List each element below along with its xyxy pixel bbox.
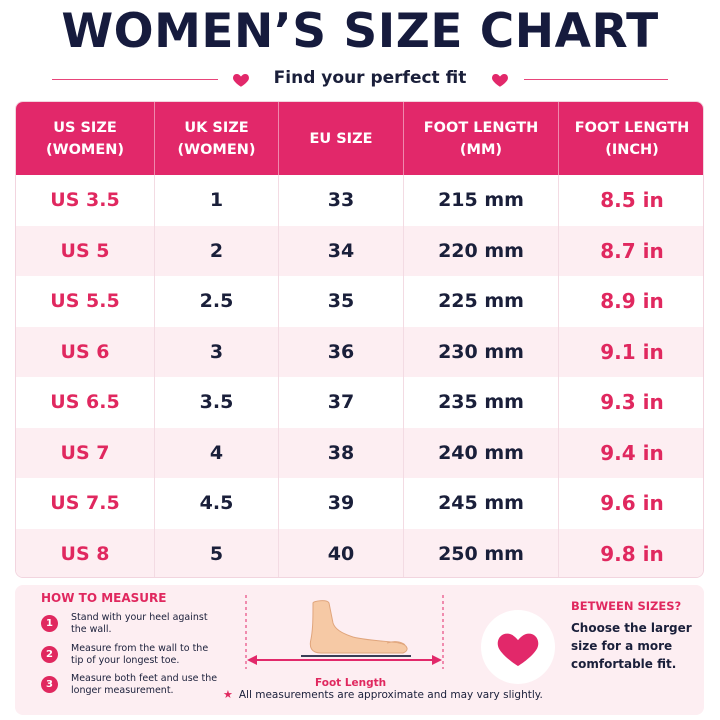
table-row: US 6 3 36 230 mm 9.1 in bbox=[16, 326, 703, 377]
foot-length-label: Foot Length bbox=[315, 677, 387, 689]
table-row: US 5 2 34 220 mm 8.7 in bbox=[16, 225, 703, 276]
uk-size-cell: 3.5 bbox=[155, 377, 279, 428]
step-text: Stand with your heel against the wall. bbox=[71, 612, 208, 635]
measure-step: 3 Measure both feet and use the longer m… bbox=[41, 673, 221, 699]
table-header: US SIZE (WOMEN) UK SIZE (WOMEN) EU SIZE … bbox=[16, 102, 703, 175]
column-header: UK SIZE (WOMEN) bbox=[155, 102, 279, 175]
eu-size-cell: 37 bbox=[279, 377, 404, 428]
us-size-cell: US 5 bbox=[16, 225, 155, 276]
foot-length-mm-cell: 220 mm bbox=[404, 225, 559, 276]
measure-step: 1 Stand with your heel against the wall. bbox=[41, 612, 221, 638]
us-size-cell: US 6 bbox=[16, 326, 155, 377]
disclaimer-text: All measurements are approximate and may… bbox=[238, 689, 543, 701]
table-row: US 8 5 40 250 mm 9.8 in bbox=[16, 528, 703, 577]
uk-size-cell: 2.5 bbox=[155, 276, 279, 327]
uk-size-cell: 2 bbox=[155, 225, 279, 276]
heart-icon bbox=[233, 74, 249, 87]
column-header: FOOT LENGTH (INCH) bbox=[574, 119, 690, 158]
step-text: Measure from the wall to the tip of your… bbox=[71, 643, 209, 666]
eu-size-cell: 38 bbox=[279, 427, 404, 478]
foot-length-mm-cell: 235 mm bbox=[404, 377, 559, 428]
eu-size-cell: 34 bbox=[279, 225, 404, 276]
disclaimer-note: ★ All measurements are approximate and ma… bbox=[223, 688, 543, 701]
heart-icon bbox=[492, 74, 508, 87]
step-number-badge: 3 bbox=[41, 676, 58, 693]
table-row: US 7.5 4.5 39 245 mm 9.6 in bbox=[16, 478, 703, 529]
foot-length-mm-cell: 240 mm bbox=[404, 427, 559, 478]
table-row: US 5.5 2.5 35 225 mm 8.9 in bbox=[16, 276, 703, 327]
foot-length-inch-cell: 9.1 in bbox=[600, 339, 664, 364]
how-to-measure-title: HOW TO MEASURE bbox=[41, 591, 167, 605]
table-row: US 6.5 3.5 37 235 mm 9.3 in bbox=[16, 377, 703, 428]
us-size-cell: US 7 bbox=[16, 427, 155, 478]
us-size-cell: US 7.5 bbox=[16, 478, 155, 529]
eu-size-cell: 35 bbox=[279, 276, 404, 327]
uk-size-cell: 4 bbox=[155, 427, 279, 478]
star-icon: ★ bbox=[223, 688, 233, 701]
uk-size-cell: 5 bbox=[155, 528, 279, 577]
divider-left bbox=[52, 79, 218, 80]
column-header: US SIZE (WOMEN) bbox=[16, 102, 155, 175]
uk-size-cell: 3 bbox=[155, 326, 279, 377]
foot-length-inch-cell: 9.4 in bbox=[600, 440, 664, 465]
subtitle-row: Find your perfect fit bbox=[0, 66, 720, 94]
foot-length-mm-cell: 245 mm bbox=[404, 478, 559, 529]
foot-length-inch-cell: 9.3 in bbox=[600, 390, 664, 415]
table-row: US 3.5 1 33 215 mm 8.5 in bbox=[16, 175, 703, 226]
step-number-badge: 2 bbox=[41, 646, 58, 663]
measure-guide-panel: HOW TO MEASURE 1 Stand with your heel ag… bbox=[15, 585, 704, 715]
between-sizes-title: BETWEEN SIZES? bbox=[571, 599, 682, 613]
eu-size-cell: 36 bbox=[279, 326, 404, 377]
foot-length-inch-cell: 8.9 in bbox=[600, 289, 664, 314]
eu-size-cell: 33 bbox=[279, 175, 404, 226]
foot-length-mm-cell: 250 mm bbox=[404, 528, 559, 577]
uk-size-cell: 1 bbox=[155, 175, 279, 226]
foot-length-inch-cell: 9.6 in bbox=[600, 491, 664, 516]
foot-icon bbox=[245, 595, 444, 669]
step-text: Measure both feet and use the longer mea… bbox=[71, 673, 218, 696]
column-header: EU SIZE bbox=[279, 102, 404, 175]
foot-length-mm-cell: 215 mm bbox=[404, 175, 559, 226]
column-header: FOOT LENGTH (MM) bbox=[404, 102, 559, 175]
size-table: US SIZE (WOMEN) UK SIZE (WOMEN) EU SIZE … bbox=[15, 101, 704, 578]
us-size-cell: US 5.5 bbox=[16, 276, 155, 327]
foot-length-inch-cell: 8.7 in bbox=[600, 238, 664, 263]
foot-length-mm-cell: 230 mm bbox=[404, 326, 559, 377]
eu-size-cell: 39 bbox=[279, 478, 404, 529]
heart-icon bbox=[497, 633, 539, 667]
us-size-cell: US 3.5 bbox=[16, 175, 155, 226]
divider-right bbox=[524, 79, 668, 80]
us-size-cell: US 6.5 bbox=[16, 377, 155, 428]
step-number-badge: 1 bbox=[41, 615, 58, 632]
foot-length-inch-cell: 8.5 in bbox=[600, 188, 664, 213]
heart-badge bbox=[481, 610, 555, 684]
foot-length-mm-cell: 225 mm bbox=[404, 276, 559, 327]
uk-size-cell: 4.5 bbox=[155, 478, 279, 529]
subtitle: Find your perfect fit bbox=[273, 68, 467, 88]
eu-size-cell: 40 bbox=[279, 528, 404, 577]
table-body: US 3.5 1 33 215 mm 8.5 in US 5 2 34 220 mm 8.7 in… bbox=[16, 175, 703, 577]
measure-step: 2 Measure from the wall to the tip of yo… bbox=[41, 643, 221, 669]
us-size-cell: US 8 bbox=[16, 528, 155, 577]
table-row: US 7 4 38 240 mm 9.4 in bbox=[16, 427, 703, 478]
page-title: WOMEN’S SIZE CHART bbox=[61, 4, 659, 59]
foot-length-illustration: Foot Length bbox=[243, 593, 447, 689]
foot-length-inch-cell: 9.8 in bbox=[600, 541, 664, 566]
between-sizes-text: Choose the larger size for a more comfor… bbox=[571, 621, 692, 671]
